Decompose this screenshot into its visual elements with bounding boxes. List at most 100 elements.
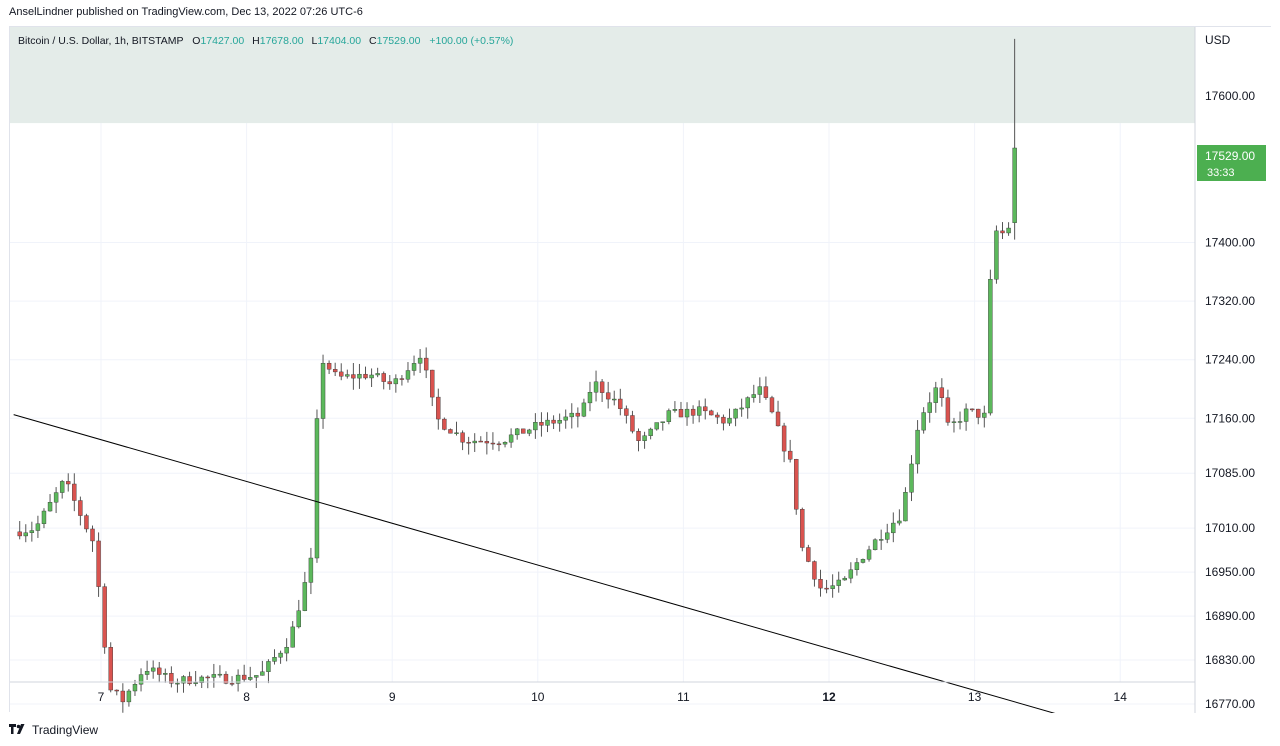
legend-low: 17404.00: [317, 35, 361, 47]
candle-up: [472, 440, 477, 444]
candle-down: [824, 587, 829, 590]
candle-down: [381, 373, 386, 382]
candle-up: [909, 463, 914, 493]
candle-up: [684, 408, 690, 418]
legend-symbol: Bitcoin / U.S. Dollar, 1h, BITSTAMP: [18, 35, 184, 47]
candle-down: [96, 540, 101, 587]
candle-up: [557, 419, 562, 424]
candle-down: [351, 374, 356, 379]
candle-down: [430, 369, 435, 398]
candle-up: [593, 381, 599, 393]
candle-up: [994, 230, 999, 280]
candle-up: [132, 684, 138, 692]
candle-up: [885, 532, 890, 540]
candle-down: [618, 398, 623, 409]
candle-up: [891, 522, 896, 534]
candle-up: [648, 428, 653, 436]
candle-up: [393, 378, 399, 385]
candle-down: [800, 509, 805, 548]
symbol-legend: Bitcoin / U.S. Dollar, 1h, BITSTAMP O 174…: [18, 35, 513, 47]
candle-up: [284, 647, 289, 654]
candle-up: [138, 674, 144, 685]
candle-up: [872, 539, 878, 551]
grid-lines: [10, 27, 1195, 705]
y-tick-label: 17320.00: [1205, 294, 1255, 308]
candle-up: [272, 657, 277, 662]
candle-up: [217, 673, 223, 676]
candle-up: [502, 441, 508, 445]
candle-up: [59, 481, 65, 493]
candle-down: [769, 397, 775, 413]
x-axis-ticks: 7 8 9 10 11 12 13 14: [98, 690, 1128, 704]
axes: USD 17700.00 17600.00 17400.00 17320.00 1724…: [10, 27, 1255, 713]
candle-down: [17, 531, 22, 537]
candle-down: [496, 443, 502, 446]
candle-down: [448, 429, 453, 434]
candle-up: [933, 387, 938, 403]
candle-up: [35, 523, 41, 531]
price-chart[interactable]: USD 17700.00 17600.00 17400.00 17320.00 1724…: [10, 27, 1272, 713]
candle-up: [642, 435, 647, 441]
candle-down: [223, 673, 229, 684]
candlestick-series: [17, 38, 1017, 713]
candle-up: [320, 362, 326, 419]
candle-up: [848, 569, 854, 579]
candle-down: [478, 440, 483, 443]
footer-brand[interactable]: TradingView: [32, 723, 99, 737]
legend-high: 17678.00: [260, 35, 304, 47]
candle-down: [715, 414, 720, 418]
candle-down: [332, 369, 338, 373]
candle-up: [357, 373, 362, 379]
candle-down: [709, 410, 714, 416]
bar-countdown: 33:33: [1207, 167, 1235, 179]
legend-low-label: L: [311, 35, 317, 47]
x-tick-label: 14: [1114, 690, 1128, 704]
y-tick-label: 17160.00: [1205, 411, 1255, 425]
candle-down: [108, 647, 113, 691]
candle-down: [599, 381, 605, 393]
candle-up: [248, 677, 253, 680]
candle-down: [945, 397, 951, 423]
candle-up: [982, 412, 987, 418]
candle-up: [369, 374, 374, 379]
candle-down: [460, 432, 465, 443]
candle-up: [927, 402, 932, 413]
candle-up: [193, 682, 198, 684]
candle-down: [157, 667, 162, 675]
x-tick-label: 8: [243, 690, 250, 704]
candle-up: [727, 417, 732, 424]
y-tick-label: 16770.00: [1205, 697, 1255, 711]
candle-up: [963, 408, 969, 422]
trendline[interactable]: [13, 414, 1193, 713]
candle-down: [399, 378, 405, 380]
candle-up: [150, 667, 156, 672]
candle-down: [229, 683, 235, 685]
candle-up: [308, 557, 314, 583]
candle-up: [29, 530, 35, 533]
candle-down: [521, 428, 526, 434]
candle-down: [575, 412, 581, 417]
candle-down: [490, 442, 496, 445]
candle-down: [66, 481, 71, 485]
candle-down: [120, 690, 126, 703]
candle-down: [363, 373, 368, 379]
candle-up: [757, 386, 763, 395]
candle-up: [733, 408, 738, 419]
candle-down: [787, 450, 793, 460]
y-tick-label: 17085.00: [1205, 466, 1255, 480]
legend-open-label: O: [192, 35, 200, 47]
candle-down: [690, 408, 696, 416]
candle-down: [187, 676, 192, 684]
candle-up: [41, 510, 47, 524]
candle-up: [181, 676, 186, 684]
candle-up: [1012, 147, 1017, 223]
candle-down: [326, 362, 332, 370]
candle-down: [976, 408, 981, 418]
candle-down: [630, 415, 635, 432]
candle-down: [551, 419, 556, 424]
chart-frame[interactable]: USD 17700.00 17600.00 17400.00 17320.00 1724…: [9, 26, 1272, 713]
candle-up: [296, 610, 301, 628]
candle-down: [1000, 230, 1005, 234]
candle-up: [951, 421, 957, 423]
y-tick-label: 16950.00: [1205, 565, 1255, 579]
